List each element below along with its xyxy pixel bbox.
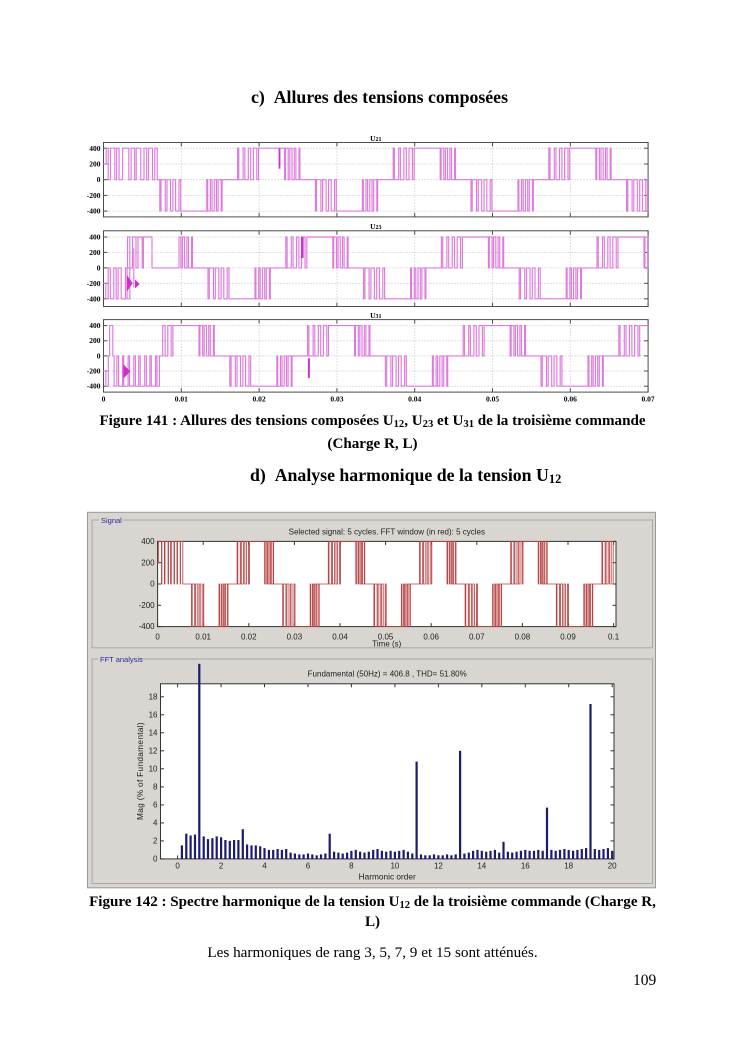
svg-text:0.03: 0.03 — [287, 633, 303, 642]
svg-text:2: 2 — [153, 837, 158, 846]
svg-text:0.07: 0.07 — [642, 395, 655, 404]
svg-text:200: 200 — [89, 248, 101, 257]
svg-text:0.06: 0.06 — [564, 395, 577, 404]
svg-text:0: 0 — [97, 351, 101, 360]
svg-text:4: 4 — [262, 862, 267, 871]
svg-text:0.01: 0.01 — [195, 633, 211, 642]
svg-text:10: 10 — [149, 764, 158, 773]
svg-text:Fundamental (50Hz) = 406.8 , T: Fundamental (50Hz) = 406.8 , THD= 51.80% — [308, 670, 467, 679]
svg-text:18: 18 — [564, 862, 573, 871]
svg-text:12: 12 — [434, 862, 443, 871]
svg-text:0.08: 0.08 — [515, 633, 531, 642]
svg-text:U31: U31 — [370, 311, 381, 320]
svg-text:200: 200 — [89, 160, 101, 169]
svg-text:0: 0 — [97, 263, 101, 272]
svg-text:0.09: 0.09 — [560, 633, 576, 642]
svg-text:0: 0 — [102, 395, 106, 404]
svg-text:20: 20 — [608, 862, 617, 871]
svg-text:0: 0 — [155, 633, 160, 642]
svg-text:-400: -400 — [87, 207, 101, 216]
svg-text:0.05: 0.05 — [378, 633, 394, 642]
svg-text:0: 0 — [153, 855, 158, 864]
svg-text:-400: -400 — [87, 382, 101, 391]
svg-text:8: 8 — [153, 783, 158, 792]
svg-text:0: 0 — [150, 580, 155, 589]
svg-text:6: 6 — [306, 862, 311, 871]
svg-text:0.02: 0.02 — [253, 395, 266, 404]
svg-text:0.04: 0.04 — [332, 633, 348, 642]
svg-text:-200: -200 — [87, 367, 101, 376]
svg-text:Harmonic order: Harmonic order — [359, 872, 416, 882]
svg-text:Signal: Signal — [101, 516, 122, 525]
svg-text:0.05: 0.05 — [486, 395, 499, 404]
svg-text:12: 12 — [149, 746, 158, 755]
svg-text:0.07: 0.07 — [469, 633, 485, 642]
svg-text:Selected signal: 5 cycles. FFT: Selected signal: 5 cycles. FFT window (i… — [289, 528, 485, 537]
svg-text:0.04: 0.04 — [408, 395, 421, 404]
svg-text:200: 200 — [89, 336, 101, 345]
svg-text:0.1: 0.1 — [608, 633, 620, 642]
svg-text:U23: U23 — [370, 222, 381, 231]
svg-text:0.06: 0.06 — [423, 633, 439, 642]
svg-text:2: 2 — [219, 862, 224, 871]
svg-text:200: 200 — [141, 558, 155, 567]
svg-text:14: 14 — [477, 862, 486, 871]
svg-text:0: 0 — [175, 862, 180, 871]
svg-text:16: 16 — [521, 862, 530, 871]
svg-text:8: 8 — [349, 862, 354, 871]
svg-text:0.01: 0.01 — [175, 395, 188, 404]
svg-text:-400: -400 — [139, 622, 156, 631]
svg-text:FFT analysis: FFT analysis — [100, 655, 143, 664]
svg-text:-200: -200 — [87, 279, 101, 288]
svg-text:400: 400 — [89, 233, 101, 242]
svg-text:400: 400 — [89, 321, 101, 330]
svg-text:400: 400 — [89, 144, 101, 153]
svg-text:10: 10 — [390, 862, 399, 871]
svg-text:-200: -200 — [139, 601, 156, 610]
svg-text:18: 18 — [149, 692, 158, 701]
svg-text:0.03: 0.03 — [330, 395, 343, 404]
svg-text:14: 14 — [149, 728, 158, 737]
svg-text:-400: -400 — [87, 294, 101, 303]
svg-text:6: 6 — [153, 801, 158, 810]
svg-text:-200: -200 — [87, 191, 101, 200]
svg-text:16: 16 — [149, 710, 158, 719]
svg-text:Mag (% of Fundamental): Mag (% of Fundamental) — [135, 722, 145, 820]
svg-text:0: 0 — [97, 175, 101, 184]
svg-text:4: 4 — [153, 819, 158, 828]
svg-text:0.02: 0.02 — [241, 633, 257, 642]
svg-text:U21: U21 — [370, 134, 381, 143]
svg-text:400: 400 — [141, 537, 155, 546]
svg-text:Time (s): Time (s) — [372, 640, 401, 649]
